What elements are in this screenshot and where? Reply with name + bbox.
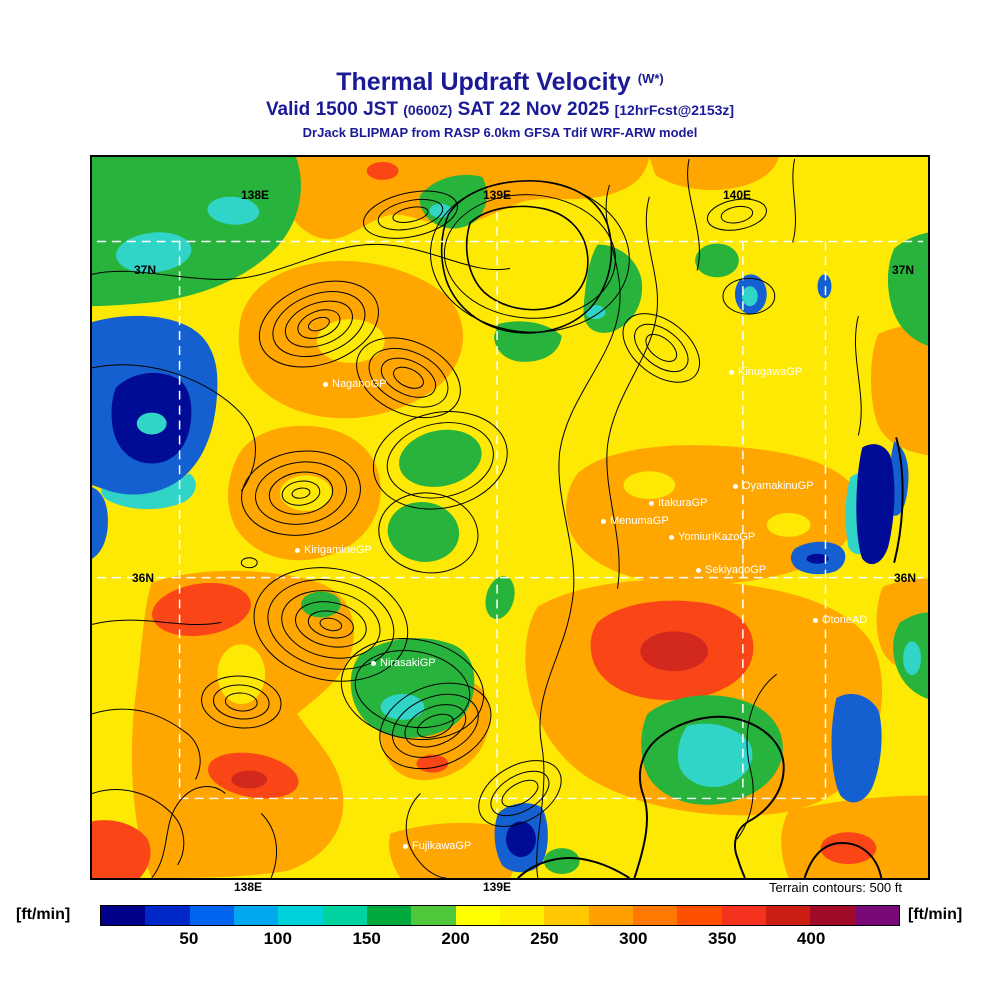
graticule-layer — [96, 211, 924, 814]
model-line: DrJack BLIPMAP from RASP 6.0km GFSA Tdif… — [302, 125, 698, 140]
colorbar-segment — [588, 906, 633, 925]
valid-time-line: Valid 1500 JST (0600Z) SAT 22 Nov 2025 [… — [0, 99, 1000, 121]
colorbar-segment — [765, 906, 811, 925]
colorbar-segment — [278, 906, 323, 925]
colorbar-segment — [101, 906, 146, 925]
terrain-note: Terrain contours: 500 ft — [769, 880, 902, 895]
valid-zulu: (0600Z) — [403, 102, 453, 118]
colorbar-segment — [499, 906, 545, 925]
colorbar-unit-right: [ft/min] — [908, 906, 963, 923]
coastline-layer — [517, 437, 904, 878]
colorbar-segment — [233, 906, 279, 925]
colorbar-tick-100: 100 — [263, 929, 292, 948]
title-unit: (W*) — [637, 71, 664, 86]
map-image — [92, 157, 928, 878]
colorbar-segment — [854, 906, 899, 925]
valid-text: Valid 1500 JST — [265, 99, 398, 120]
colorbar-tick-250: 250 — [530, 929, 559, 948]
title-main: Thermal Updraft Velocity — [336, 68, 631, 96]
colorbar-tick-350: 350 — [708, 929, 737, 948]
lake-suwa-outline — [240, 557, 258, 569]
colorbar-segment — [677, 906, 722, 925]
colorbar-segment — [810, 906, 855, 925]
grid-label-138e: 138E — [233, 880, 263, 894]
grid-label-139e: 139E — [482, 880, 512, 894]
colorbar-tick-150: 150 — [352, 929, 381, 948]
colorbar-bar — [100, 905, 900, 926]
colorbar-tick-200: 200 — [441, 929, 470, 948]
colorbar-segment — [145, 906, 190, 925]
colorbar-tick-300: 300 — [619, 929, 648, 948]
forecast-tag: [12hrFcst@2153z] — [614, 102, 735, 118]
colorbar-unit-left: [ft/min] — [16, 906, 71, 923]
page-title: Thermal Updraft Velocity (W*) — [0, 70, 1000, 95]
colorbar-segment — [189, 906, 234, 925]
updraft-fill-layer — [92, 157, 928, 878]
colorbar-segment — [411, 906, 456, 925]
forecast-map — [90, 155, 930, 880]
title-block: Thermal Updraft Velocity (W*) Valid 1500… — [0, 70, 1000, 141]
colorbar-segment — [721, 906, 766, 925]
colorbar-segment — [366, 906, 412, 925]
valid-date: SAT 22 Nov 2025 — [457, 99, 610, 120]
colorbar-tick-50: 50 — [179, 929, 199, 948]
colorbar-tick-400: 400 — [796, 929, 826, 948]
colorbar-segment — [455, 906, 500, 925]
colorbar-segment — [632, 906, 678, 925]
colorbar-segment — [544, 906, 589, 925]
colorbar-segment — [322, 906, 367, 925]
colorbar-ticks: 50 100 150 200 250 300 350 400 — [0, 929, 1000, 953]
terrain-contour-layer — [92, 158, 862, 878]
